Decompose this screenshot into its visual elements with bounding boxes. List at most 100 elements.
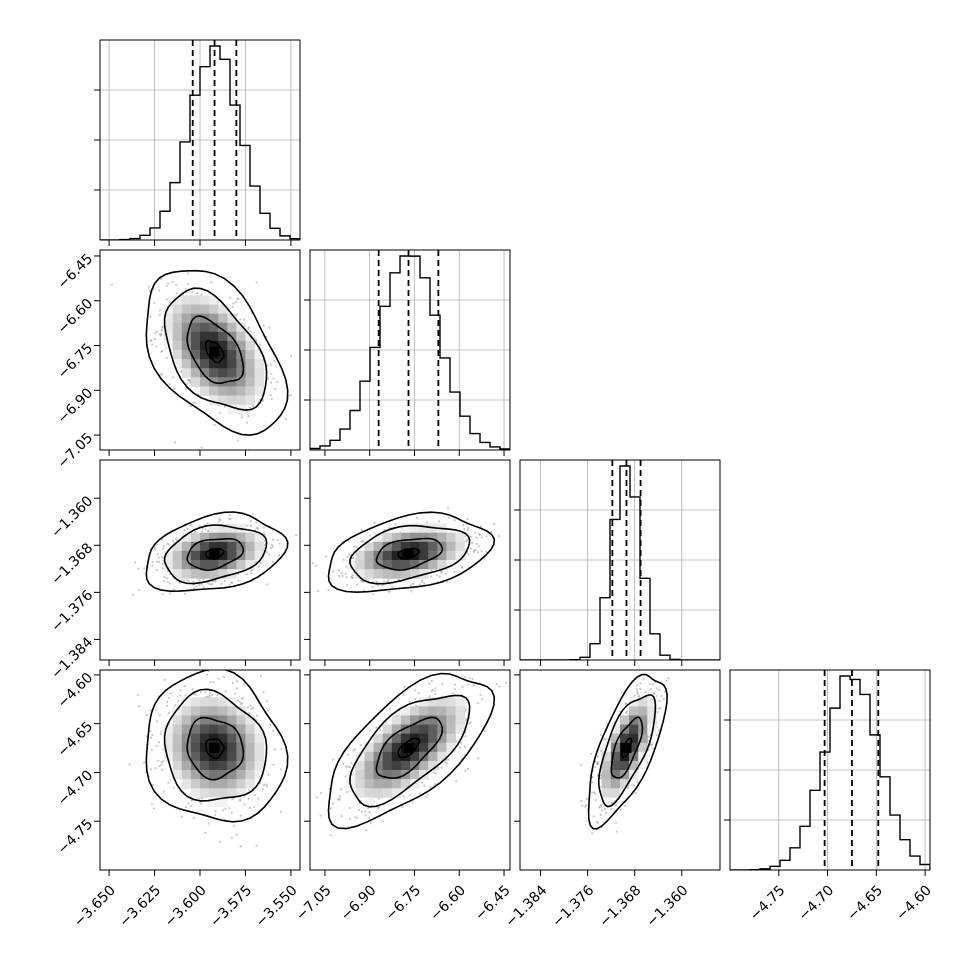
density-cell	[400, 541, 411, 552]
sample-point	[177, 699, 180, 702]
density-cell	[209, 560, 219, 570]
sample-point	[235, 687, 239, 690]
density-cell	[218, 331, 228, 342]
density-cell	[227, 742, 237, 753]
density-cell	[382, 724, 393, 735]
sample-point	[477, 757, 480, 760]
sample-point	[346, 555, 349, 559]
sample-point	[145, 713, 149, 717]
density-cell	[209, 340, 219, 351]
panel-1-0	[94, 249, 301, 456]
sample-point	[184, 805, 187, 809]
sample-point	[434, 687, 437, 690]
density-cell	[227, 368, 237, 378]
sample-point	[469, 535, 473, 538]
sample-point	[249, 572, 253, 575]
sample-point	[346, 790, 349, 794]
sample-point	[157, 741, 161, 744]
sample-point	[464, 708, 467, 711]
sample-point	[461, 566, 464, 570]
density-cell	[254, 550, 265, 561]
sample-point	[157, 556, 160, 559]
contour-inner	[204, 738, 225, 760]
density-cell	[190, 331, 201, 342]
sample-point	[192, 401, 195, 404]
sample-point	[165, 298, 169, 301]
sample-point	[271, 729, 274, 732]
sample-point	[269, 393, 272, 397]
sample-point	[375, 726, 378, 729]
sample-point	[382, 580, 386, 583]
sample-point	[255, 521, 258, 524]
sample-point	[262, 783, 266, 787]
density-cell	[382, 788, 393, 798]
density-cell	[181, 770, 192, 780]
sample-point	[429, 785, 432, 788]
sample-point	[403, 685, 406, 688]
sample-point	[252, 404, 255, 408]
sample-point	[246, 524, 249, 527]
sample-point	[224, 807, 227, 810]
sample-point	[265, 783, 268, 786]
sample-point	[272, 538, 275, 541]
sample-point	[249, 524, 253, 527]
density-cell	[209, 331, 219, 342]
density-cell	[209, 760, 219, 771]
density-cell	[355, 770, 366, 780]
sample-point	[166, 580, 169, 584]
density-cell	[364, 550, 375, 561]
sample-point	[267, 553, 270, 556]
sample-point	[472, 550, 475, 554]
sample-point	[332, 802, 335, 805]
sample-point	[243, 803, 246, 806]
sample-point	[479, 693, 482, 697]
sample-point	[247, 326, 250, 329]
sample-point	[315, 796, 318, 799]
density-cell	[172, 541, 183, 552]
sample-point	[191, 663, 193, 665]
sample-point	[249, 406, 252, 409]
sample-point	[394, 523, 397, 526]
sample-point	[201, 527, 204, 530]
sample-point	[200, 583, 203, 586]
density-cell	[236, 340, 246, 351]
sample-point	[341, 574, 344, 578]
sample-point	[162, 547, 165, 550]
sample-point	[387, 578, 390, 581]
density-cell	[355, 751, 366, 762]
sample-point	[249, 704, 252, 707]
sample-point	[279, 768, 282, 771]
sample-point	[430, 679, 433, 683]
sample-point	[261, 788, 264, 791]
sample-point	[222, 675, 226, 678]
sample-point	[165, 577, 168, 580]
density-cell	[254, 359, 265, 369]
density-peak	[209, 743, 220, 754]
density-cell	[245, 368, 256, 378]
sample-point	[438, 520, 441, 523]
density-cell	[200, 322, 210, 333]
density-cell	[209, 322, 219, 333]
sample-point	[270, 381, 273, 384]
sample-point	[356, 816, 359, 819]
density-cell	[218, 368, 228, 378]
panel-2-1	[304, 459, 511, 666]
density-cell	[209, 304, 219, 315]
density-cell	[419, 550, 429, 561]
sample-point	[136, 693, 140, 696]
sample-point	[461, 524, 465, 527]
density-cell	[200, 359, 210, 369]
sample-point	[476, 551, 479, 554]
sample-point	[249, 569, 252, 572]
sample-point	[210, 281, 213, 284]
sample-point	[280, 747, 283, 750]
sample-point	[175, 283, 178, 287]
contour-outer	[145, 269, 289, 437]
sample-point	[467, 553, 470, 556]
density-cell	[227, 404, 237, 415]
density-cell	[163, 751, 174, 762]
sample-point	[223, 579, 226, 582]
density-cell	[172, 733, 183, 744]
sample-point	[190, 799, 194, 802]
density-cell	[455, 550, 466, 561]
